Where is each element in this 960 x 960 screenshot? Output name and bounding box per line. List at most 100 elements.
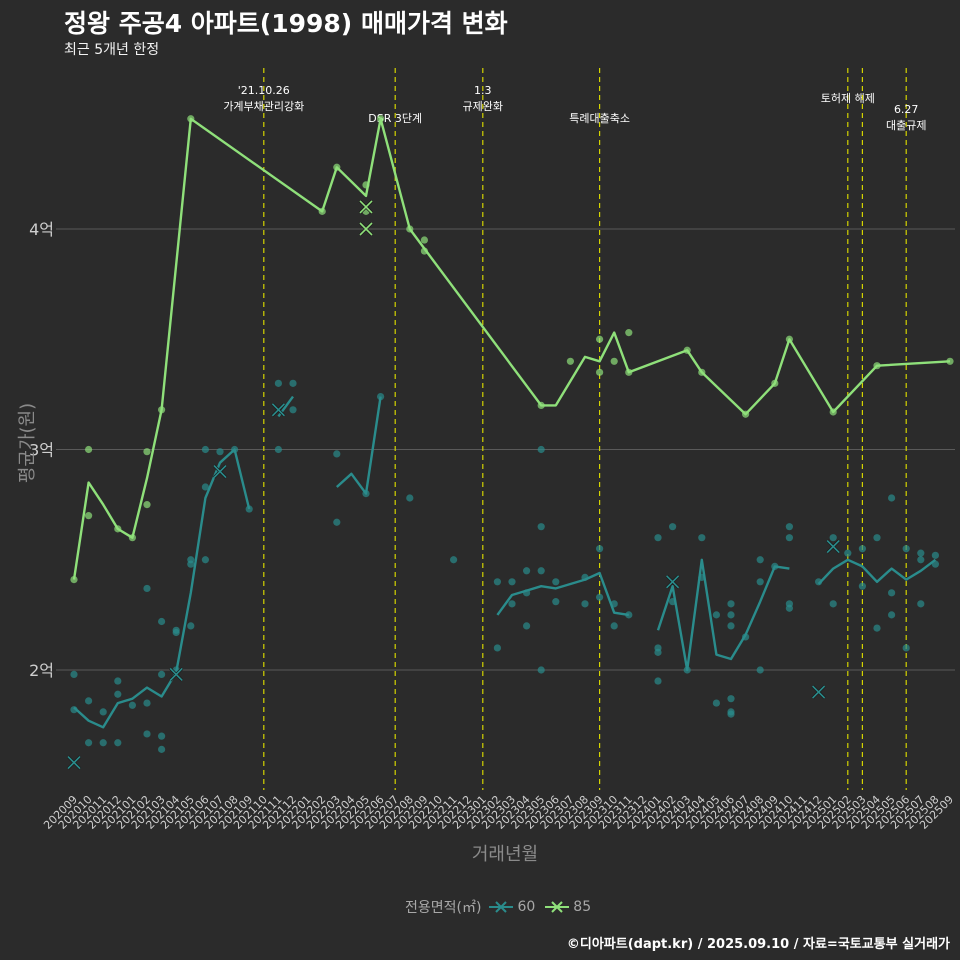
point-60 (698, 534, 706, 542)
event-annotation: 특례대출축소 (569, 112, 630, 125)
point-60 (727, 600, 735, 608)
point-60 (829, 600, 837, 608)
point-60 (158, 617, 166, 626)
point-60 (537, 445, 545, 454)
event-annotation: 토허제 해제 (821, 91, 875, 105)
point-60 (712, 611, 721, 619)
series-line-60 (817, 558, 937, 585)
cross-marker-60 (811, 684, 826, 700)
point-85 (596, 335, 604, 343)
legend-item-85: 85 (545, 898, 591, 916)
point-60 (245, 505, 253, 513)
point-85 (566, 357, 575, 365)
chart-title: 정왕 주공4 아파트(1998) 매매가격 변화 (64, 9, 508, 38)
point-85 (420, 236, 428, 244)
y-tick-label: 2억 (29, 661, 54, 680)
cross-stroke (67, 756, 81, 770)
point-60 (902, 545, 910, 553)
cross-marker-60 (169, 667, 184, 682)
point-60 (201, 445, 209, 454)
point-60 (610, 622, 618, 630)
point-85 (625, 329, 633, 337)
point-60 (727, 622, 735, 630)
point-60 (858, 545, 867, 553)
point-60 (537, 666, 545, 674)
point-60 (99, 708, 107, 716)
event-annotation: 대출규제 (886, 119, 926, 132)
point-60 (158, 670, 166, 679)
legend-key-85-icon (545, 901, 570, 913)
series-line-60 (656, 558, 790, 672)
point-60 (785, 534, 794, 542)
point-60 (493, 644, 501, 652)
cross-marker-60 (66, 755, 82, 770)
point-60 (114, 739, 122, 747)
point-60 (143, 699, 151, 707)
point-60 (873, 534, 881, 542)
legend: 전용면적(㎡) 60 85 (405, 897, 601, 917)
point-60 (829, 534, 837, 542)
cross-stroke (271, 403, 285, 417)
cross-stroke (169, 667, 183, 681)
point-60 (785, 523, 794, 531)
event-annotation: 규제완화 (463, 100, 503, 113)
point-60 (201, 556, 209, 564)
series-line-60 (335, 396, 382, 495)
point-60 (888, 611, 896, 619)
cross-stroke (666, 575, 680, 589)
event-annotation: 가계부채관리강화 (223, 100, 304, 113)
cross-stroke (826, 539, 840, 554)
point-60 (114, 690, 122, 698)
point-60 (523, 622, 531, 630)
point-60 (143, 584, 151, 593)
legend-item-60: 60 (489, 898, 535, 916)
point-60 (654, 648, 662, 656)
point-60 (537, 523, 545, 531)
cross-marker-85 (358, 199, 374, 215)
legend-label-60: 60 (517, 899, 536, 915)
point-60 (756, 666, 764, 674)
point-60 (172, 628, 180, 637)
point-60 (523, 567, 531, 575)
y-tick-label: 4억 (29, 220, 54, 239)
point-60 (289, 406, 297, 414)
point-60 (596, 593, 604, 601)
point-60 (552, 598, 560, 606)
point-60 (902, 644, 910, 652)
event-annotation: 6.27 (894, 103, 919, 116)
point-60 (888, 494, 896, 502)
point-60 (289, 379, 297, 387)
point-60 (669, 523, 677, 531)
source-caption: ©디아파트(dapt.kr) / 2025.09.10 / 자료=국토교통부 실… (566, 937, 950, 952)
point-60 (85, 739, 93, 747)
point-60 (537, 567, 545, 575)
point-85 (596, 368, 604, 376)
point-60 (187, 622, 195, 630)
point-60 (70, 670, 78, 679)
point-60 (931, 551, 940, 559)
point-60 (333, 518, 341, 526)
cross-stroke (213, 464, 227, 479)
point-85 (610, 357, 618, 365)
point-60 (333, 450, 341, 458)
x-axis-label: 거래년월 (471, 844, 539, 865)
event-annotation: '21.10.26 (238, 84, 290, 97)
series-line-60 (73, 448, 251, 729)
point-60 (552, 578, 560, 586)
point-60 (158, 745, 166, 753)
series-line-60 (496, 571, 629, 617)
point-60 (274, 379, 282, 387)
point-60 (858, 582, 867, 590)
point-60 (654, 677, 662, 685)
y-tick-label: 3억 (29, 441, 54, 460)
point-60 (493, 578, 501, 586)
cross-marker-60 (212, 464, 228, 479)
point-60 (508, 578, 516, 586)
point-60 (727, 695, 735, 703)
point-60 (917, 549, 925, 557)
point-60 (712, 699, 721, 707)
point-60 (888, 589, 896, 597)
cross-marker-85 (358, 221, 374, 237)
point-60 (727, 710, 735, 718)
cross-marker-60 (826, 539, 841, 554)
